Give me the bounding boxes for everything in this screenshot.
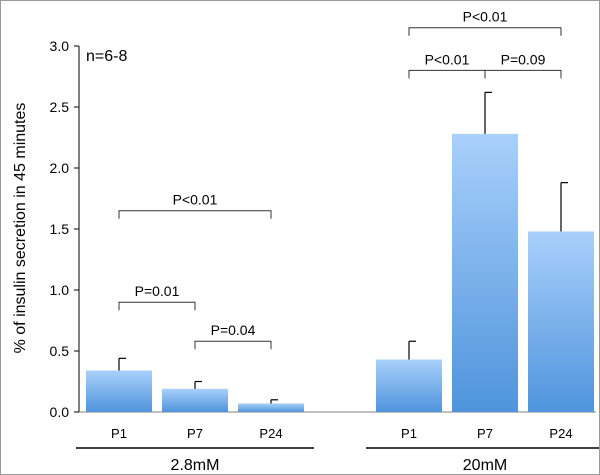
group-label: 20mM <box>463 457 507 474</box>
x-tick-label: P7 <box>187 426 203 441</box>
y-tick-label: 0.5 <box>50 343 70 359</box>
p-value-label: P=0.04 <box>211 322 256 338</box>
y-tick-label: 2.5 <box>50 99 70 115</box>
bar <box>238 403 304 412</box>
significance-bracket <box>484 69 562 79</box>
p-value-label: P<0.01 <box>173 192 218 208</box>
bar <box>452 133 518 412</box>
bar <box>86 370 152 412</box>
significance-bracket <box>194 340 272 350</box>
group-label: 2.8mM <box>171 457 220 474</box>
y-tick-label: 2.0 <box>50 160 70 176</box>
x-tick-label: P1 <box>401 426 417 441</box>
p-value-label: P=0.01 <box>135 283 180 299</box>
y-tick-label: 0.0 <box>50 404 70 420</box>
significance-bracket <box>408 69 486 79</box>
x-tick-label: P24 <box>549 426 572 441</box>
significance-bracket <box>118 301 196 311</box>
p-value-label: P=0.09 <box>501 51 546 67</box>
y-tick-label: 1.0 <box>50 282 70 298</box>
bar <box>528 231 594 412</box>
y-axis-label: % of insulin secretion in 45 minutes <box>12 103 29 354</box>
sample-size-annotation: n=6-8 <box>86 48 127 65</box>
bar <box>162 388 228 412</box>
x-tick-label: P24 <box>259 426 282 441</box>
x-tick-label: P1 <box>111 426 127 441</box>
y-tick-label: 1.5 <box>50 221 70 237</box>
p-value-label: P<0.01 <box>463 9 508 25</box>
p-value-label: P<0.01 <box>425 51 470 67</box>
significance-bracket <box>118 210 272 219</box>
x-tick-label: P7 <box>477 426 493 441</box>
y-tick-label: 3.0 <box>50 38 70 54</box>
significance-bracket <box>408 27 562 36</box>
bar <box>376 359 442 412</box>
